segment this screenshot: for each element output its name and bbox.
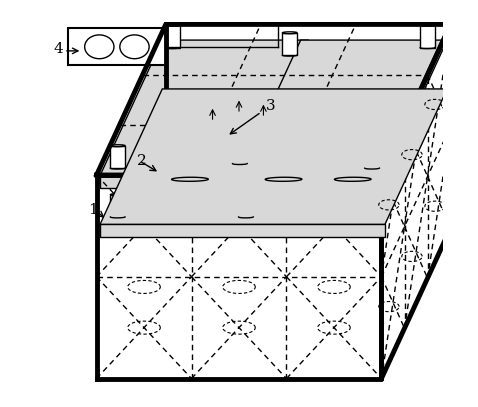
Polygon shape [232,141,247,164]
Polygon shape [365,145,380,147]
Text: 4: 4 [54,42,64,56]
Polygon shape [239,40,447,176]
Polygon shape [110,194,125,195]
Ellipse shape [120,35,149,59]
Polygon shape [420,25,435,48]
Polygon shape [100,176,247,188]
Polygon shape [232,140,247,142]
Polygon shape [166,24,180,26]
Polygon shape [100,89,447,225]
Polygon shape [282,32,297,34]
Polygon shape [365,146,380,168]
Polygon shape [100,225,385,237]
Polygon shape [420,24,435,26]
Polygon shape [239,195,253,217]
Polygon shape [100,40,309,176]
Text: 3: 3 [265,99,275,113]
Ellipse shape [85,35,114,59]
Polygon shape [110,195,125,217]
Polygon shape [166,25,180,48]
Polygon shape [282,33,297,55]
Polygon shape [110,146,125,168]
Polygon shape [239,194,253,195]
Text: 2: 2 [137,154,147,168]
Text: 1: 1 [88,203,98,217]
Polygon shape [110,145,125,147]
FancyBboxPatch shape [68,28,166,65]
Polygon shape [239,176,385,188]
